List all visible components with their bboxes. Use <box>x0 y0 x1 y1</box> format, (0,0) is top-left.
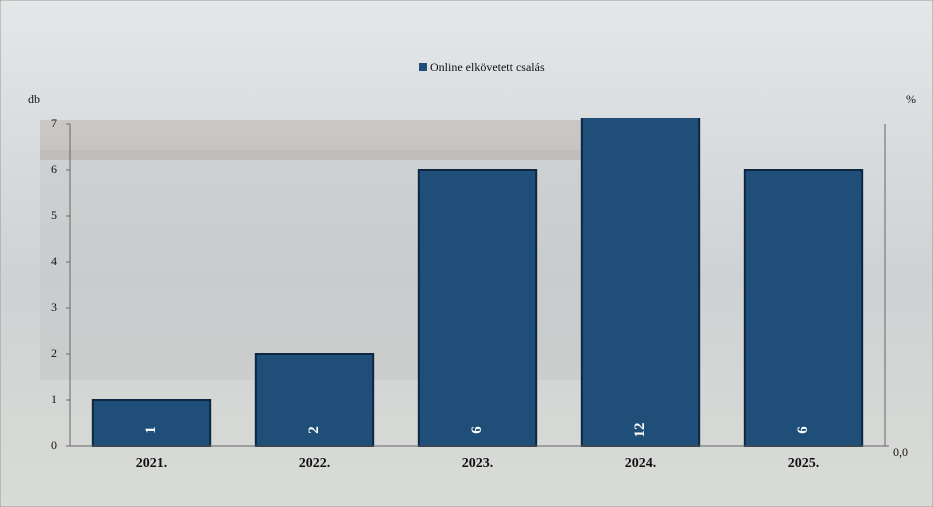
value-label: 6 <box>795 426 811 434</box>
value-label: 2 <box>306 426 322 434</box>
x-tick-label: 2021. <box>136 456 168 471</box>
x-tick-label: 2024. <box>625 456 657 471</box>
y-tick-label: 2 <box>51 346 57 360</box>
value-label: 12 <box>632 423 648 438</box>
x-tick-label: 2025. <box>788 456 820 471</box>
bar <box>254 353 375 447</box>
y-tick-label: 0 <box>51 438 57 452</box>
y-tick-label: 3 <box>51 300 57 314</box>
y-tick-label: 6 <box>51 162 57 176</box>
legend-swatch <box>419 63 427 71</box>
value-label: 6 <box>469 426 485 434</box>
y-tick-label: 1 <box>51 392 57 406</box>
y-axis-label: db <box>28 92 40 106</box>
bar <box>743 169 864 447</box>
y-tick-label: 7 <box>51 116 57 130</box>
y-tick-label: 5 <box>51 208 57 222</box>
y2-tick-label: 0,0 <box>893 445 908 459</box>
y-tick-label: 4 <box>51 254 57 268</box>
y2-axis-label: % <box>906 92 916 106</box>
bar <box>91 399 212 447</box>
x-tick-label: 2022. <box>299 456 331 471</box>
legend-label: Online elkövetett csalás <box>430 60 545 74</box>
bar <box>417 169 538 447</box>
value-label: 1 <box>143 426 159 434</box>
roof-shape <box>40 120 600 160</box>
x-tick-label: 2023. <box>462 456 494 471</box>
